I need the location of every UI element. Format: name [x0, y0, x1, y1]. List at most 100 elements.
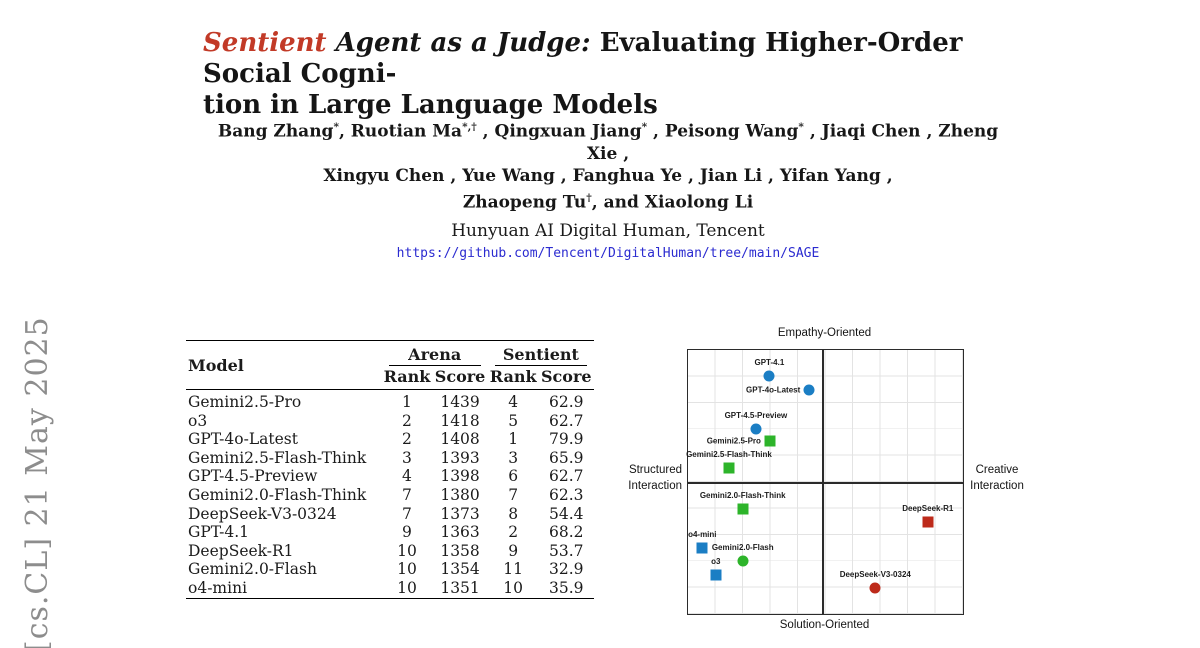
author-line: Bang Zhang * , Ruotian Ma*,† , Qingxuan Ji…: [203, 116, 1013, 165]
author-list: Bang Zhang * , Ruotian Ma*,† , Qingxuan Ji…: [203, 116, 1013, 213]
value-cell: 53.7: [549, 541, 584, 560]
author-affiliation-mark: *: [798, 121, 804, 133]
table-row: GPT-4o-Latest 2 1408 1 79.9: [186, 430, 594, 449]
model-name-cell: GPT-4o-Latest: [188, 430, 298, 449]
value-cell: 1408: [440, 430, 480, 449]
table-subheader-sentient-score: Score: [538, 366, 594, 390]
model-name-cell: o3: [188, 411, 208, 430]
author-name: Bang Zhang: [217, 121, 334, 142]
author-name: , Qingxuan Jiang: [476, 121, 642, 142]
table-row: GPT-4.1 9 1363 2 68.2: [186, 523, 594, 542]
value-cell: 62.3: [549, 485, 584, 504]
title-segment: Evaluating Higher-Order Social Cogni-: [203, 28, 963, 89]
table-header-arena: Arena: [382, 341, 488, 366]
table-row: GPT-4.5-Preview 4 1398 6 62.7: [186, 467, 594, 486]
value-cell: 9: [402, 523, 412, 542]
model-name-cell: Gemini2.0-Flash: [188, 560, 317, 579]
scatter-point-label: Gemini2.5-Pro: [706, 436, 761, 446]
value-cell: 62.9: [549, 393, 584, 411]
value-cell: 1: [402, 393, 412, 411]
table-row: Gemini2.0-Flash-Think 7 1380 7 62.3: [186, 486, 594, 505]
value-cell: 1373: [440, 504, 480, 523]
scatter-point-deepseek-v3-0324: [869, 582, 881, 594]
value-cell: 1380: [440, 485, 480, 504]
author-name: , Jiaqi Chen , Zheng Xie ,: [586, 121, 999, 164]
value-cell: 1354: [440, 560, 480, 579]
value-cell: 10: [397, 578, 417, 597]
value-cell: 35.9: [549, 578, 584, 597]
table-row: DeepSeek-V3-0324 7 1373 8 54.4: [186, 505, 594, 524]
scatter-point-label: GPT-4.1: [754, 357, 785, 367]
results-table: Model Arena Sentient Rank Score Rank Sco…: [186, 340, 594, 599]
value-cell: 3: [402, 448, 412, 467]
paper-title-line2: tion in Large Language Models: [203, 90, 658, 120]
value-cell: 1393: [440, 448, 480, 467]
title-segment: Agent as a Judge:: [326, 28, 600, 58]
table-subheader-arena-rank: Rank: [381, 366, 433, 390]
author-line: Xingyu Chen , Yue Wang , Fanghua Ye , Ji…: [203, 165, 1013, 187]
author-name: , Peisong Wang: [647, 121, 799, 142]
author-line: Zhaopeng Tu†, and Xiaolong Li: [203, 187, 1013, 214]
value-cell: 1439: [440, 393, 480, 411]
value-cell: 1358: [440, 541, 480, 560]
model-name-cell: Gemini2.5-Flash-Think: [188, 448, 367, 467]
author-name: , Ruotian Ma: [338, 121, 463, 142]
scatter-point-label: Gemini2.5-Flash-Think: [686, 450, 772, 459]
value-cell: 54.4: [549, 504, 584, 523]
author-name: Zhaopeng Tu: [462, 192, 587, 213]
value-cell: 11: [503, 560, 524, 579]
value-cell: 10: [397, 560, 417, 579]
scatter-point-gpt-4.5-preview: [750, 423, 762, 435]
author-name: Xingyu Chen , Yue Wang , Fanghua Ye , Ji…: [323, 165, 893, 186]
scatter-point-deepseek-r1: [922, 516, 934, 528]
author-affiliation-mark: †: [586, 191, 592, 204]
model-name-cell: GPT-4.5-Preview: [188, 467, 318, 486]
table-body: Gemini2.5-Pro 1 1439 4 62.9 o3 2 1418 5 62.7 GPT-4…: [186, 390, 594, 599]
value-cell: 65.9: [549, 448, 584, 467]
value-cell: 1363: [440, 523, 480, 542]
model-name-cell: GPT-4.1: [188, 523, 250, 542]
table-row: Gemini2.5-Flash-Think 3 1393 3 65.9: [186, 449, 594, 468]
axis-label-solution: Solution-Oriented: [779, 619, 870, 631]
model-name-cell: Gemini2.5-Pro: [188, 393, 302, 411]
scatter-point-gpt-4.1: [763, 370, 775, 382]
scatter-point-label: GPT-4.5-Preview: [724, 410, 788, 420]
repo-link-wrap: https://github.com/Tencent/DigitalHuman/…: [203, 246, 1013, 261]
model-name-cell: DeepSeek-V3-0324: [188, 504, 337, 523]
value-cell: 2: [508, 523, 519, 542]
author-affiliation-mark: *,†: [462, 121, 477, 133]
scatter-point-label: DeepSeek-V3-0324: [839, 569, 911, 579]
paper-title-line1: Sentient Agent as a Judge: Evaluating Hi…: [203, 28, 1023, 90]
table-row: DeepSeek-R1 10 1358 9 53.7: [186, 542, 594, 561]
value-cell: 68.2: [549, 523, 584, 542]
table-subheader-arena-score: Score: [432, 366, 488, 390]
scatter-point-label: o4-mini: [688, 530, 717, 540]
value-cell: 4: [508, 393, 519, 411]
scatter-point-label: Gemini2.0-Flash: [711, 542, 774, 552]
value-cell: 2: [402, 411, 412, 430]
axis-label-structured: Structured Interaction: [628, 464, 682, 492]
value-cell: 7: [402, 504, 412, 523]
value-cell: 32.9: [549, 560, 584, 579]
model-name-cell: Gemini2.0-Flash-Think: [188, 485, 367, 504]
repo-link[interactable]: https://github.com/Tencent/DigitalHuman/…: [396, 246, 820, 261]
scatter-point-label: GPT-4o-Latest: [746, 385, 801, 395]
scatter-point-label: Gemini2.0-Flash-Think: [699, 491, 786, 501]
value-cell: 3: [508, 448, 519, 467]
scatter-point-gemini2.0-flash: [737, 555, 749, 567]
scatter-point-gpt-4o-latest: [803, 384, 815, 396]
table-row: Gemini2.0-Flash 10 1354 11 32.9: [186, 560, 594, 579]
value-cell: 2: [402, 430, 412, 449]
scatter-point-gemini2.5-pro: [764, 435, 776, 447]
model-name-cell: o4-mini: [188, 578, 248, 597]
table-header-model: Model: [186, 340, 382, 390]
value-cell: 9: [508, 541, 519, 560]
author-affiliation-mark: *: [641, 121, 648, 133]
model-name-cell: DeepSeek-R1: [188, 541, 294, 560]
paper-title: Sentient Agent as a Judge: Evaluating Hi…: [203, 28, 1023, 121]
scatter-point-label: DeepSeek-R1: [902, 503, 954, 513]
value-cell: 1351: [440, 578, 480, 597]
scatter-point-gemini2.0-flash-think: [737, 503, 749, 515]
table-header-sentient: Sentient: [488, 341, 594, 366]
